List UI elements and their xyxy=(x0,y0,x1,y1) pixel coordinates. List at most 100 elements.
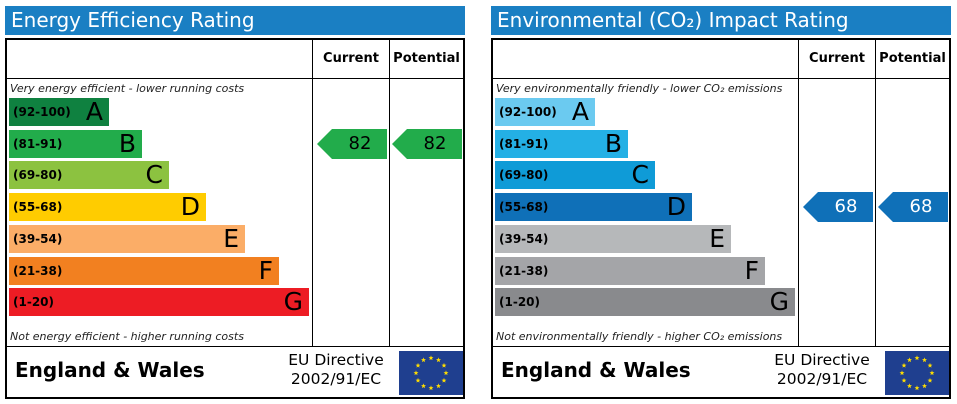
directive-line-2: 2002/91/EC xyxy=(290,370,382,388)
band-range: (39-54) xyxy=(499,231,549,246)
eu-star-icon xyxy=(413,370,419,376)
eu-star-icon xyxy=(421,357,426,363)
directive-line-1: EU Directive xyxy=(288,351,384,369)
eu-star-icon xyxy=(436,357,441,363)
band-range: (1-20) xyxy=(13,295,54,310)
band-range: (21-38) xyxy=(499,263,549,278)
eu-flag-icon xyxy=(885,351,949,395)
eu-star-icon xyxy=(901,377,907,383)
potential-column-header: Potential xyxy=(393,51,460,66)
band-letter: G xyxy=(283,287,303,317)
bottom-note: Not energy efficient - higher running co… xyxy=(10,330,244,343)
potential-rating-value: 68 xyxy=(909,196,933,218)
directive-line-1: EU Directive xyxy=(774,351,870,369)
eu-star-icon xyxy=(415,362,421,368)
band-range: (1-20) xyxy=(499,295,540,310)
rating-frame: Current Potential Very environmentally f… xyxy=(491,38,951,399)
arrow-shape xyxy=(803,192,873,223)
eu-star-icon xyxy=(922,357,927,363)
band-letter: C xyxy=(145,160,163,190)
arrow-shape xyxy=(317,128,387,159)
energy-efficiency-panel: Energy Efficiency Rating Current Potenti… xyxy=(5,6,465,399)
rating-frame: Current Potential Very energy efficient … xyxy=(5,38,465,399)
band-range: (92-100) xyxy=(499,105,557,119)
band-letter: C xyxy=(631,160,649,190)
band-d: (55-68) D xyxy=(495,193,692,222)
eu-star-icon xyxy=(428,385,434,391)
arrow-shape xyxy=(878,192,948,223)
eu-star-icon xyxy=(443,370,449,376)
footer-country: England & Wales xyxy=(15,358,205,382)
band-b: (81-91) B xyxy=(9,128,142,158)
environmental-impact-panel: Environmental (CO₂) Impact Rating Curren… xyxy=(491,6,951,399)
band-letter: B xyxy=(118,128,136,158)
band-letter: F xyxy=(258,255,273,285)
band-f: (21-38) F xyxy=(495,256,765,285)
band-range: (69-80) xyxy=(499,168,549,183)
current-column-header: Current xyxy=(323,51,379,66)
band-c: (69-80) C xyxy=(9,160,169,190)
band-c: (69-80) C xyxy=(495,160,655,190)
band-letter: E xyxy=(223,223,239,253)
footer-country: England & Wales xyxy=(501,358,691,382)
current-rating-arrow: 82 xyxy=(317,128,387,159)
eu-star-icon xyxy=(914,385,920,391)
band-letter: B xyxy=(604,128,622,158)
band-d: (55-68) D xyxy=(9,192,206,222)
band-a: (92-100) A xyxy=(9,98,109,126)
eu-star-icon xyxy=(421,383,426,389)
eu-star-icon xyxy=(929,370,935,376)
band-a: (92-100) A xyxy=(495,98,595,126)
divider xyxy=(312,40,313,346)
band-range: (55-68) xyxy=(499,200,549,215)
eu-star-icon xyxy=(927,362,933,368)
eu-star-icon xyxy=(899,370,905,376)
band-range: (92-100) xyxy=(13,105,71,119)
current-column-header: Current xyxy=(809,51,865,66)
band-b: (81-91) B xyxy=(495,128,628,158)
divider xyxy=(389,40,390,346)
band-range: (39-54) xyxy=(13,231,63,246)
band-letter: G xyxy=(769,287,789,317)
directive-line-2: 2002/91/EC xyxy=(776,370,868,388)
eu-star-icon xyxy=(914,355,920,361)
band-range: (55-68) xyxy=(13,200,63,215)
panel-title: Energy Efficiency Rating xyxy=(5,6,465,35)
eu-star-icon xyxy=(415,377,421,383)
eu-star-icon xyxy=(907,357,912,363)
band-f: (21-38) F xyxy=(9,255,279,285)
divider xyxy=(7,346,463,347)
top-note: Very environmentally friendly - lower CO… xyxy=(496,82,783,95)
panel-title: Environmental (CO₂) Impact Rating xyxy=(491,6,951,35)
top-note: Very energy efficient - lower running co… xyxy=(10,82,245,95)
band-range: (81-91) xyxy=(499,136,549,151)
band-e: (39-54) E xyxy=(495,224,731,253)
bottom-note: Not environmentally friendly - higher CO… xyxy=(496,330,783,343)
band-range: (21-38) xyxy=(13,263,63,278)
eu-star-icon xyxy=(428,355,434,361)
divider xyxy=(493,346,949,347)
eu-star-icon xyxy=(927,377,933,383)
band-g: (1-20) G xyxy=(9,287,309,317)
current-rating-value: 68 xyxy=(834,196,858,218)
eu-star-icon xyxy=(436,383,441,389)
divider xyxy=(798,40,799,346)
eu-flag-icon xyxy=(399,351,463,395)
current-rating-value: 82 xyxy=(348,132,372,154)
divider xyxy=(493,78,949,79)
potential-rating-arrow: 68 xyxy=(878,192,948,223)
eu-star-icon xyxy=(922,383,927,389)
eu-directive: EU Directive 2002/91/EC xyxy=(763,351,881,389)
arrow-shape xyxy=(392,128,462,159)
potential-column-header: Potential xyxy=(879,51,946,66)
potential-rating-arrow: 82 xyxy=(392,128,462,159)
divider xyxy=(7,78,463,79)
potential-rating-value: 82 xyxy=(423,132,447,154)
band-letter: A xyxy=(571,97,589,126)
band-letter: D xyxy=(180,192,200,222)
band-g: (1-20) G xyxy=(495,287,795,317)
eu-star-icon xyxy=(907,383,912,389)
eu-star-icon xyxy=(441,362,447,368)
eu-directive: EU Directive 2002/91/EC xyxy=(277,351,395,389)
band-range: (81-91) xyxy=(13,136,63,151)
